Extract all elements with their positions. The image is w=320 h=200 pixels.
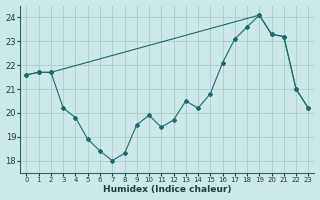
X-axis label: Humidex (Indice chaleur): Humidex (Indice chaleur) bbox=[103, 185, 232, 194]
